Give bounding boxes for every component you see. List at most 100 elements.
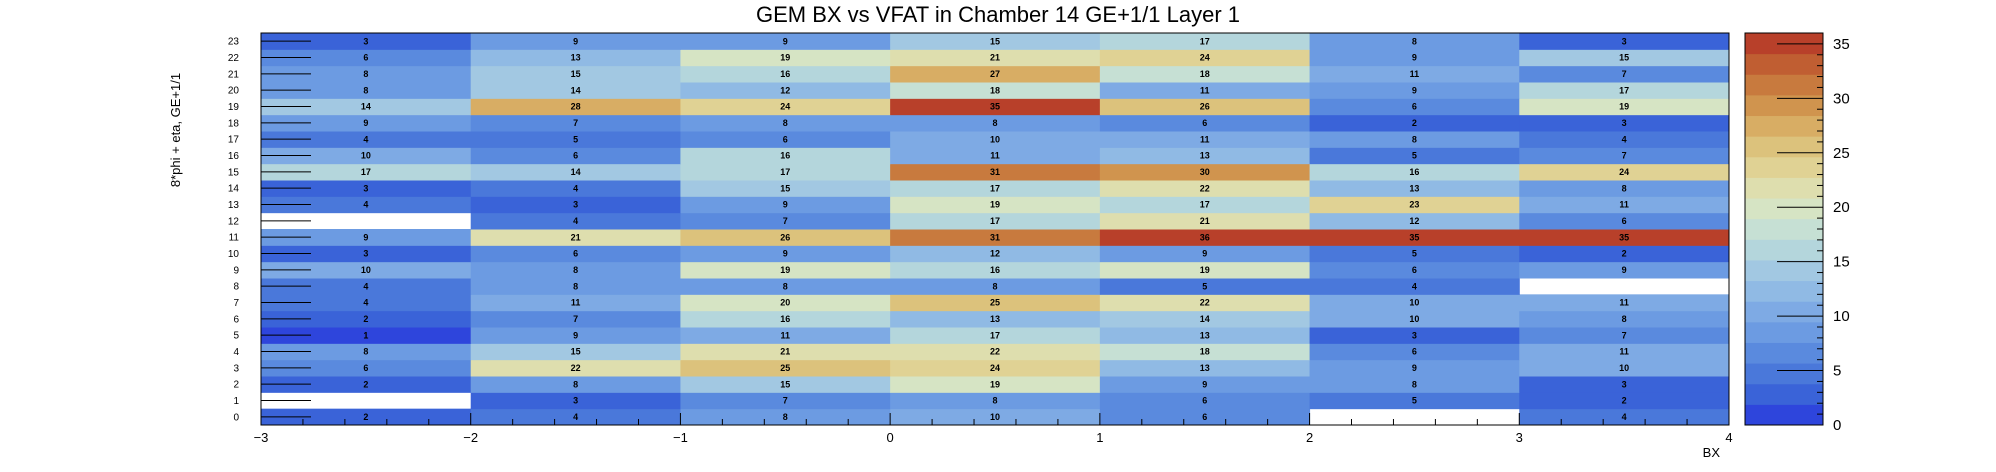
heatmap-cell bbox=[470, 49, 681, 67]
colorbar-segment bbox=[1745, 383, 1823, 405]
heatmap-cell bbox=[680, 376, 891, 393]
y-tick-label: 0 bbox=[233, 412, 239, 423]
colorbar-tick-label: 30 bbox=[1833, 90, 1850, 107]
heatmap-cell bbox=[470, 408, 681, 426]
cell-value-label: 9 bbox=[1412, 85, 1417, 95]
cell-value-label: 19 bbox=[990, 379, 1000, 389]
colorbar-segment bbox=[1745, 94, 1823, 117]
cell-value-label: 8 bbox=[783, 412, 788, 422]
heatmap-cell bbox=[680, 114, 891, 132]
x-tick-label: 1 bbox=[1096, 430, 1103, 445]
cell-value-label: 3 bbox=[1412, 330, 1417, 340]
heatmap-cell bbox=[1099, 245, 1311, 263]
cell-value-label: 5 bbox=[573, 134, 578, 144]
cell-value-label: 6 bbox=[1202, 412, 1207, 422]
cell-value-label: 2 bbox=[363, 314, 368, 324]
cell-value-label: 13 bbox=[1409, 183, 1419, 193]
heatmap-cell bbox=[1099, 212, 1311, 230]
cell-value-label: 35 bbox=[990, 102, 1000, 112]
heatmap-cell bbox=[261, 229, 472, 246]
cell-value-label: 10 bbox=[361, 265, 371, 275]
cell-value-label: 11 bbox=[990, 151, 1000, 161]
heatmap-cell bbox=[1309, 294, 1520, 312]
heatmap-cell bbox=[1099, 310, 1311, 328]
cell-value-label: 10 bbox=[361, 151, 371, 161]
heatmap-cell bbox=[680, 98, 891, 116]
heatmap-cell bbox=[261, 180, 472, 197]
colorbar: 0 5 10 15 20 25 30 35 bbox=[1744, 32, 1850, 434]
cell-value-label: 11 bbox=[1619, 298, 1629, 308]
colorbar-tick-label: 10 bbox=[1833, 308, 1850, 325]
heatmap-cell bbox=[261, 131, 472, 148]
heatmap-cell bbox=[680, 49, 891, 67]
cell-value-label: 16 bbox=[780, 314, 790, 324]
heatmap-cell bbox=[890, 196, 1101, 214]
heatmap-cell bbox=[1309, 114, 1520, 132]
heatmap-cell bbox=[1519, 147, 1730, 165]
cell-value-label: 3 bbox=[1622, 36, 1627, 46]
cell-value-label: 4 bbox=[363, 134, 368, 144]
cell-value-label: 31 bbox=[990, 167, 1000, 177]
y-tick-label: 6 bbox=[233, 314, 239, 325]
heatmap-cell bbox=[470, 98, 681, 116]
cell-value-label: 26 bbox=[1200, 102, 1210, 112]
cell-value-label: 24 bbox=[780, 102, 790, 112]
cell-value-label: 21 bbox=[1200, 216, 1210, 226]
heatmap-cell bbox=[1519, 163, 1730, 181]
heatmap-cell bbox=[1309, 278, 1520, 295]
y-tick-label: 17 bbox=[228, 135, 240, 146]
y-tick-label: 9 bbox=[233, 265, 239, 276]
cell-value-label: 3 bbox=[573, 200, 578, 210]
cell-value-label: 11 bbox=[1619, 200, 1629, 210]
y-tick-label: 19 bbox=[228, 102, 240, 113]
heatmap-cell bbox=[890, 163, 1101, 181]
heatmap-cell bbox=[890, 376, 1101, 393]
heatmap-cell bbox=[261, 163, 472, 181]
cell-value-label: 17 bbox=[1619, 85, 1629, 95]
cell-value-label: 19 bbox=[780, 265, 790, 275]
cell-value-label: 19 bbox=[1200, 265, 1210, 275]
cell-value-label: 9 bbox=[573, 36, 578, 46]
cell-value-label: 17 bbox=[990, 216, 1000, 226]
cell-value-label: 17 bbox=[1200, 200, 1210, 210]
heatmap-cell bbox=[1099, 49, 1311, 67]
colorbar-tick-label: 20 bbox=[1833, 199, 1850, 216]
cell-value-label: 10 bbox=[1619, 363, 1629, 373]
heatmap-cell bbox=[261, 327, 472, 344]
heatmap-cell bbox=[890, 310, 1101, 328]
heatmap-cell bbox=[470, 376, 681, 393]
cell-value-label: 8 bbox=[992, 281, 997, 291]
heatmap-cell bbox=[1099, 261, 1311, 279]
cell-value-label: 15 bbox=[571, 347, 581, 357]
cell-value-label: 13 bbox=[990, 314, 1000, 324]
cell-value-label: 36 bbox=[1200, 232, 1210, 242]
cell-value-label: 10 bbox=[990, 412, 1000, 422]
heatmap-cell bbox=[1519, 261, 1730, 279]
cell-value-label: 10 bbox=[1409, 314, 1419, 324]
cell-value-label: 19 bbox=[780, 53, 790, 63]
colorbar-segment bbox=[1745, 363, 1823, 385]
heatmap-cell bbox=[1309, 147, 1520, 165]
heatmap-cell bbox=[470, 327, 681, 344]
x-tick-label: 3 bbox=[1516, 430, 1523, 445]
cell-value-label: 7 bbox=[573, 314, 578, 324]
colorbar-segment bbox=[1745, 218, 1823, 240]
cell-value-label: 8 bbox=[573, 379, 578, 389]
cell-value-label: 4 bbox=[573, 412, 578, 422]
cell-value-label: 26 bbox=[780, 232, 790, 242]
cell-value-label: 6 bbox=[1202, 396, 1207, 406]
heatmap-cell bbox=[1519, 33, 1730, 50]
cell-value-label: 18 bbox=[1200, 347, 1210, 357]
x-tick-label: −3 bbox=[254, 430, 269, 445]
x-tick-label: −1 bbox=[673, 430, 688, 445]
heatmap-cell bbox=[680, 261, 891, 279]
heatmap-cell bbox=[1309, 163, 1520, 181]
x-tick-label: 0 bbox=[887, 430, 894, 445]
cell-value-label: 3 bbox=[363, 183, 368, 193]
colorbar-tick-label: 15 bbox=[1833, 254, 1850, 271]
cell-value-label: 14 bbox=[571, 85, 581, 95]
heatmap-cell bbox=[1309, 229, 1520, 246]
cell-value-label: 9 bbox=[1202, 249, 1207, 259]
cell-value-label: 8 bbox=[1622, 314, 1627, 324]
heatmap-cell bbox=[261, 196, 472, 214]
